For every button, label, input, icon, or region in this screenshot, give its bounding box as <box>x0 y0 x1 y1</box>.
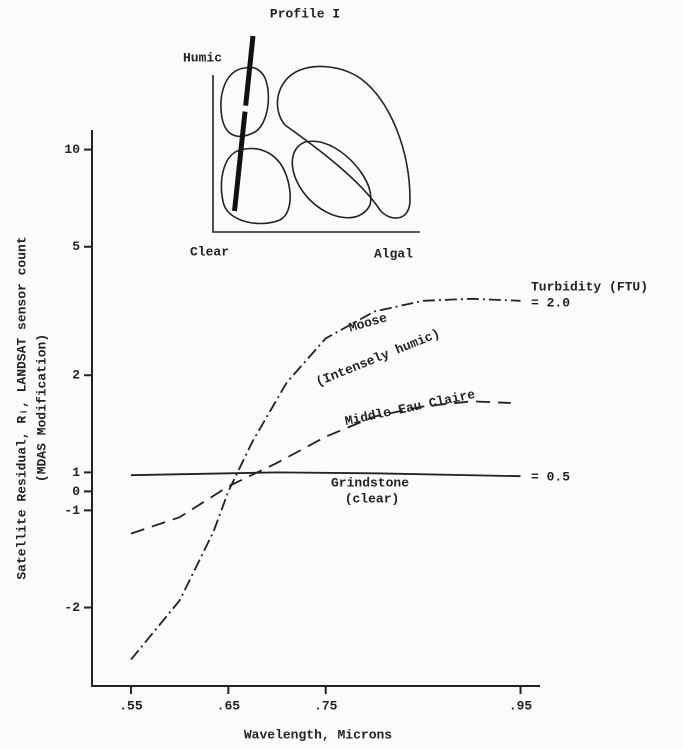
inset-region <box>276 65 411 219</box>
x-tick-label: .75 <box>314 698 338 713</box>
inset-region <box>220 147 291 225</box>
y-tick-label: 0 <box>72 484 80 499</box>
axes <box>91 130 540 687</box>
x-tick-label: .95 <box>509 698 533 713</box>
x-tick-label: .65 <box>217 698 241 713</box>
y-axis-label: Satellite Residual, Rᵢ, LANDSAT sensor c… <box>14 236 29 579</box>
annotation: Turbidity (FTU) <box>531 279 648 294</box>
y-axis-label: (MDAS Modification) <box>34 334 49 482</box>
inset-label: Clear <box>190 244 229 259</box>
series-label: Grindstone <box>331 475 409 490</box>
series-line <box>130 471 521 478</box>
annotation: (clear) <box>345 491 400 506</box>
annotation: (Intensely humic) <box>314 326 443 390</box>
inset-region <box>220 66 270 138</box>
y-tick-label: 1 <box>72 465 80 480</box>
x-tick-label: .55 <box>119 698 143 713</box>
inset-label: Algal <box>374 246 413 261</box>
y-tick-label: 2 <box>72 368 80 383</box>
annotation: = 2.0 <box>531 295 570 310</box>
y-tick-label: -1 <box>64 503 80 518</box>
inset-axes <box>212 75 420 233</box>
inset-label: Humic <box>183 50 222 65</box>
series-line <box>130 297 521 661</box>
inset-region <box>291 140 372 219</box>
y-tick-label: -2 <box>64 600 80 615</box>
y-tick-label: 5 <box>72 239 80 254</box>
inset-profile-line <box>231 35 256 217</box>
inset-title: Profile I <box>270 6 340 21</box>
annotation: = 0.5 <box>531 469 570 484</box>
series-label: Middle Eau Claire <box>344 387 477 429</box>
x-axis-label: Wavelength, Microns <box>244 727 392 742</box>
y-tick-label: 10 <box>64 142 80 157</box>
inset-diagram: Profile I Humic Clear Algal <box>183 6 420 261</box>
series-line <box>130 400 511 535</box>
